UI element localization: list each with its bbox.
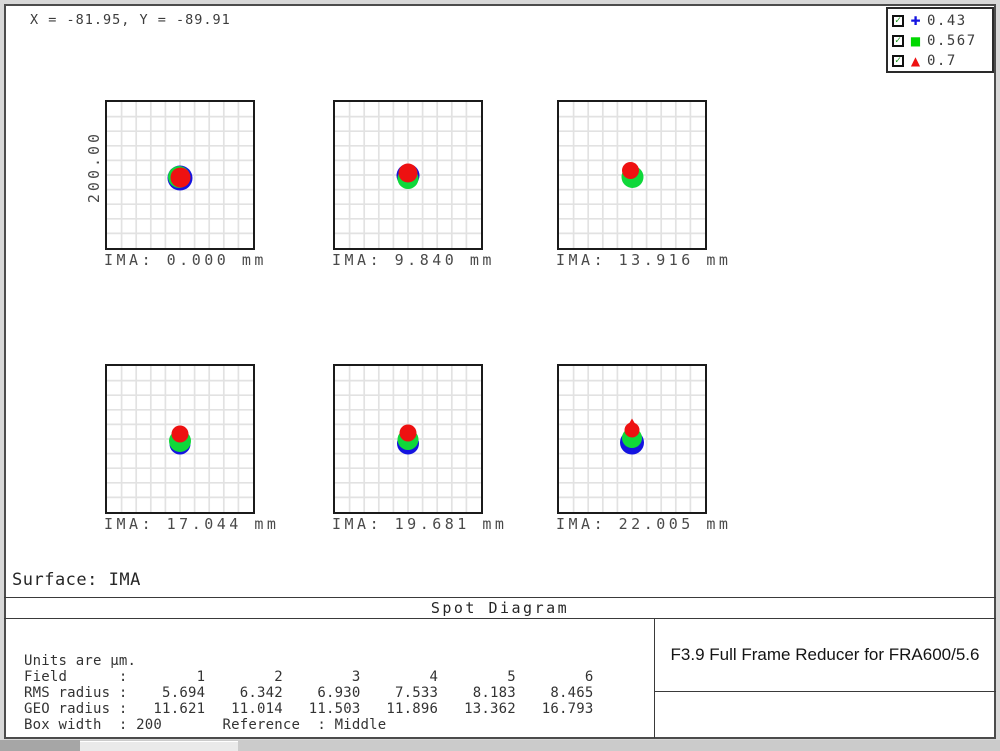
spot-cluster-field-6 <box>559 366 705 516</box>
legend-row-wavelength-3: ✓ ▲ 0.7 <box>892 51 992 71</box>
spot-cluster-field-1 <box>107 102 253 252</box>
ima-label-field-2: IMA: 9.840 mm <box>332 251 495 269</box>
spot-box-field-4: IMA: 17.044 mm <box>104 364 276 533</box>
horizontal-scrollbar-thumb[interactable] <box>80 741 238 751</box>
scale-bar-label: 200.00 <box>85 130 103 204</box>
spot-cluster-field-3 <box>559 102 705 252</box>
ima-label-field-6: IMA: 22.005 mm <box>556 515 732 533</box>
divider-above-title <box>4 597 996 598</box>
spot-box-field-1: IMA: 0.000 mm <box>104 100 263 269</box>
ima-label-field-5: IMA: 19.681 mm <box>332 515 508 533</box>
spot-cluster-field-5 <box>335 366 481 516</box>
plus-marker-icon: ✚ <box>910 14 921 28</box>
triangle-marker-icon: ▲ <box>910 54 921 68</box>
wavelength-2-checkbox[interactable]: ✓ <box>892 35 904 47</box>
legend-row-wavelength-1: ✓ ✚ 0.43 <box>892 11 992 31</box>
divider-table-panel <box>654 618 655 738</box>
divider-right-panel <box>654 691 996 692</box>
divider-below-title <box>4 618 996 619</box>
horizontal-scrollbar-track[interactable] <box>0 740 1000 751</box>
page-title: Spot Diagram <box>430 599 570 617</box>
ima-label-field-3: IMA: 13.916 mm <box>556 251 732 269</box>
spot-cluster-field-4 <box>107 366 253 516</box>
lens-title: F3.9 Full Frame Reducer for FRA600/5.6 <box>670 644 980 664</box>
spot-box-field-6: IMA: 22.005 mm <box>556 364 728 533</box>
ima-label-field-1: IMA: 0.000 mm <box>104 251 267 269</box>
legend-row-wavelength-2: ✓ ■ 0.567 <box>892 31 992 51</box>
wavelength-2-label: 0.567 <box>927 33 977 49</box>
wavelength-3-label: 0.7 <box>927 53 957 69</box>
cursor-coordinates: X = -81.95, Y = -89.91 <box>30 12 231 28</box>
ima-label-field-4: IMA: 17.044 mm <box>104 515 280 533</box>
spot-box-field-2: IMA: 9.840 mm <box>332 100 491 269</box>
spot-data-table: Units are µm. Field : 1 2 3 4 5 6 RMS ra… <box>24 653 594 733</box>
spot-box-field-3: IMA: 13.916 mm <box>556 100 728 269</box>
scrollbar-left-segment <box>0 740 80 751</box>
spot-box-field-5: IMA: 19.681 mm <box>332 364 504 533</box>
square-marker-icon: ■ <box>909 34 922 48</box>
surface-label: Surface: IMA <box>12 570 141 590</box>
wavelength-1-label: 0.43 <box>927 13 967 29</box>
wavelength-1-checkbox[interactable]: ✓ <box>892 15 904 27</box>
wavelength-3-checkbox[interactable]: ✓ <box>892 55 904 67</box>
spot-cluster-field-2 <box>335 102 481 252</box>
wavelength-legend: ✓ ✚ 0.43 ✓ ■ 0.567 ✓ ▲ 0.7 <box>886 7 994 73</box>
